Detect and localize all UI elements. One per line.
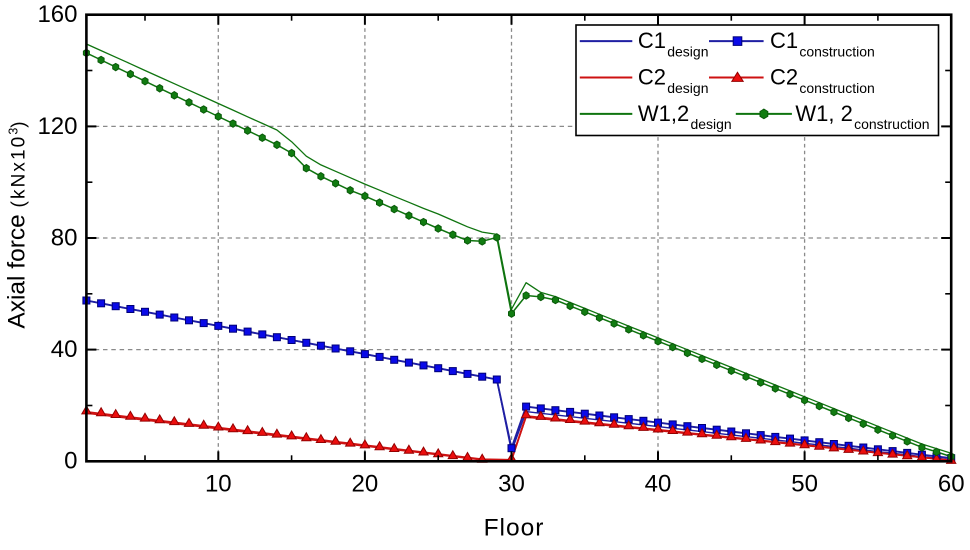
- svg-text:40: 40: [51, 336, 78, 363]
- svg-text:10: 10: [205, 470, 232, 497]
- svg-text:80: 80: [51, 224, 78, 251]
- svg-text:0: 0: [64, 448, 77, 475]
- svg-text:50: 50: [791, 470, 818, 497]
- svg-text:30: 30: [498, 470, 525, 497]
- svg-text:60: 60: [938, 470, 965, 497]
- svg-text:Floor: Floor: [484, 514, 545, 541]
- svg-text:160: 160: [37, 1, 77, 28]
- svg-text:C1construction: C1construction: [770, 28, 875, 59]
- svg-text:Axial force (kNx103): Axial force (kNx103): [4, 121, 31, 328]
- svg-text:40: 40: [645, 470, 672, 497]
- svg-text:120: 120: [37, 113, 77, 140]
- svg-text:20: 20: [352, 470, 379, 497]
